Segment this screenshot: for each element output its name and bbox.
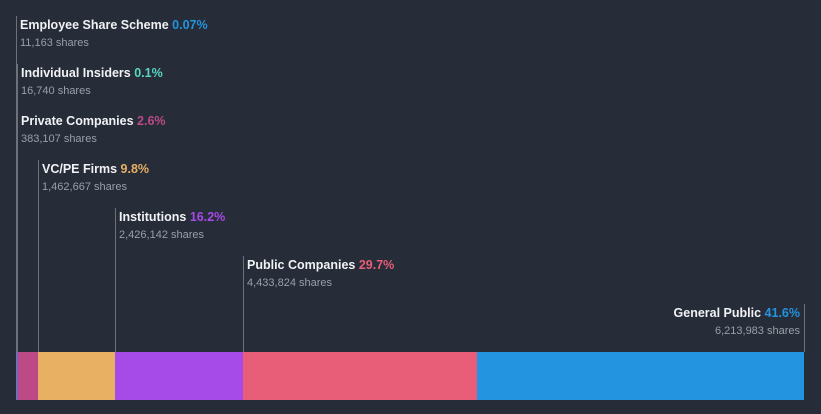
marker-vcpe [38,160,39,352]
label-insiders: Individual Insiders 0.1% 16,740 shares [21,65,163,98]
segment-pct: 2.6% [137,114,166,128]
segment-shares: 6,213,983 shares [714,325,800,337]
segment-shares: 1,462,667 shares [42,181,128,193]
bar-employee[interactable] [16,352,17,400]
marker-private [17,112,18,352]
segment-pct: 0.07% [172,18,208,32]
segment-pct: 29.7% [358,258,395,272]
bar-public-companies[interactable] [243,352,477,400]
segment-shares: 4,433,824 shares [247,277,333,289]
label-employee: Employee Share Scheme 0.07% 11,163 share… [20,17,208,50]
segment-name: VC/PE Firms [42,162,118,176]
segment-pct: 16.2% [189,210,226,224]
bar-private[interactable] [17,352,38,400]
segment-shares: 16,740 shares [21,85,91,97]
segment-name: Private Companies [21,114,134,128]
bar-general-public[interactable] [477,352,804,400]
segment-name: Employee Share Scheme [20,18,169,32]
label-public-companies: Public Companies 29.7% 4,433,824 shares [247,257,394,290]
segment-shares: 383,107 shares [21,133,97,145]
label-private: Private Companies 2.6% 383,107 shares [21,113,166,146]
label-institutions: Institutions 16.2% 2,426,142 shares [119,209,225,242]
segment-name: Public Companies [247,258,356,272]
bar-institutions[interactable] [115,352,243,400]
marker-general-public [804,304,805,352]
segment-pct: 9.8% [120,162,150,176]
marker-institutions [115,208,116,352]
segment-name: Institutions [119,210,187,224]
marker-employee [16,16,17,352]
label-general-public: General Public 41.6% 6,213,983 shares [674,305,800,338]
segment-pct: 0.1% [134,66,163,80]
segment-pct: 41.6% [764,306,800,320]
segment-name: Individual Insiders [21,66,131,80]
label-vcpe: VC/PE Firms 9.8% 1,462,667 shares [42,161,149,194]
marker-public-companies [243,256,244,352]
segment-shares: 2,426,142 shares [119,229,205,241]
bar-vcpe[interactable] [38,352,115,400]
segment-shares: 11,163 shares [20,37,89,49]
segment-name: General Public [673,306,762,320]
